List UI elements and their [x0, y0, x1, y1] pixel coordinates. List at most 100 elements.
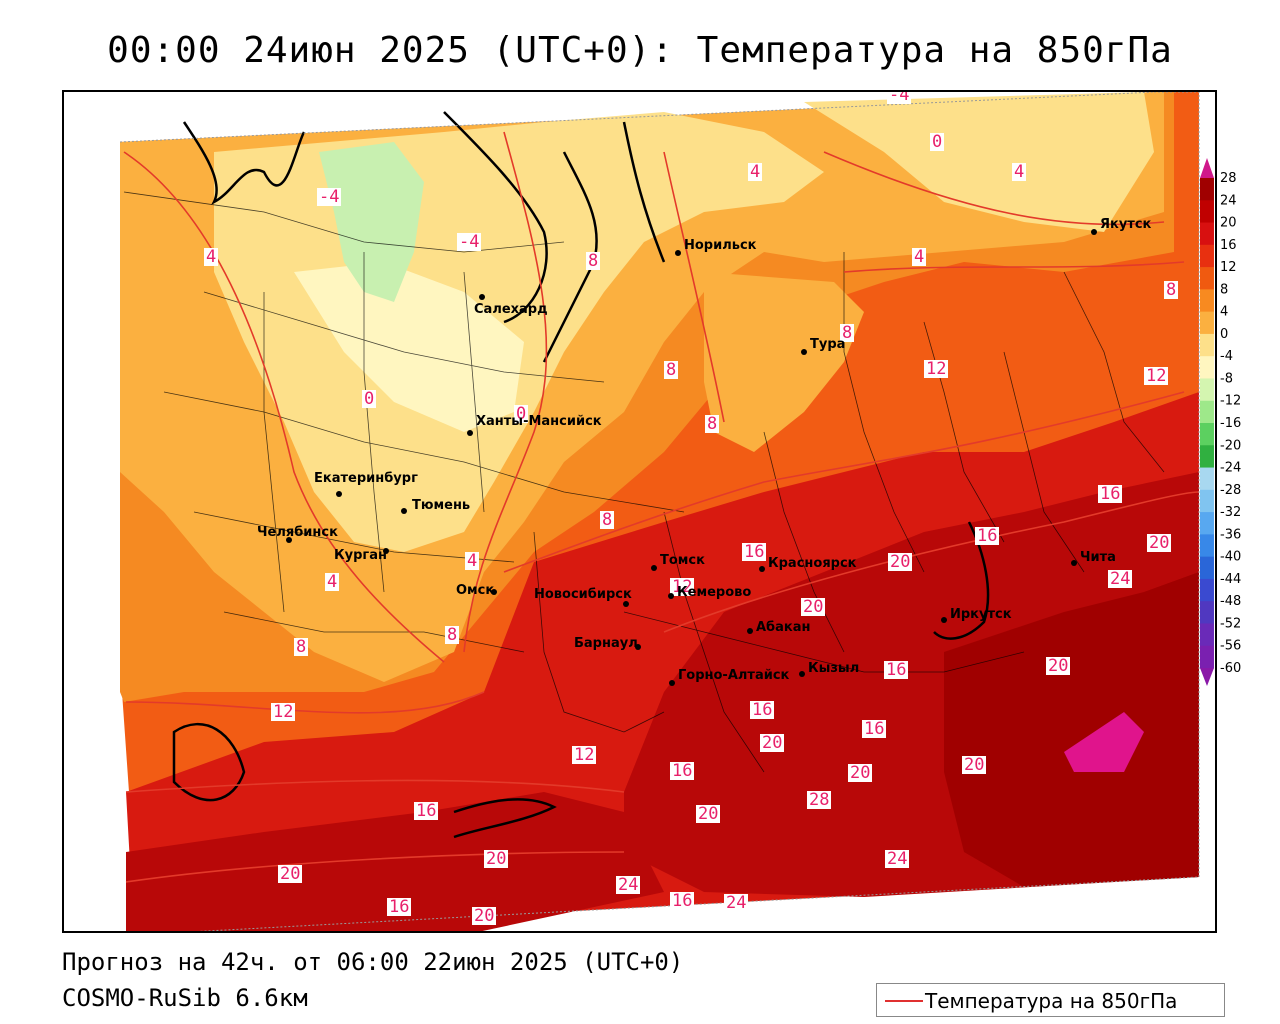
isotherms — [123, 131, 1200, 883]
legend-label: Температура на 850гПа — [925, 989, 1178, 1013]
isotherm-label: 4 — [750, 162, 760, 182]
colorbar-tick-label: 16 — [1220, 238, 1237, 253]
city-marker-icon[interactable] — [675, 250, 681, 256]
city-marker-icon[interactable] — [467, 430, 473, 436]
isotherm-label: 0 — [516, 404, 526, 424]
isotherm-label-bg — [600, 511, 614, 529]
isotherm-label: 12 — [273, 702, 293, 722]
city-marker-icon[interactable] — [651, 565, 657, 571]
isotherm-label-bg — [387, 898, 411, 916]
isotherm-label-bg — [670, 762, 694, 780]
city-marker-icon[interactable] — [491, 589, 497, 595]
colorbar-tick-label: 0 — [1220, 327, 1228, 342]
isotherm-label-bg — [848, 764, 872, 782]
city-marker-icon[interactable] — [801, 349, 807, 355]
city-marker-icon[interactable] — [747, 628, 753, 634]
isotherm-label: 20 — [1048, 656, 1068, 676]
isotherm-label: 20 — [803, 597, 823, 617]
isotherm-label: -4 — [319, 187, 339, 207]
isotherm-label-bg — [801, 598, 825, 616]
isotherm-label-bg — [885, 850, 909, 868]
city-marker-icon[interactable] — [669, 680, 675, 686]
isotherm-label: 16 — [672, 761, 692, 781]
isotherm-label: 4 — [914, 247, 924, 267]
city-marker-icon[interactable] — [401, 508, 407, 514]
hot-spot-28 — [1064, 712, 1144, 772]
isotherm-label-bg — [1164, 281, 1178, 299]
isotherm-label: 8 — [666, 360, 676, 380]
colorbar-swatch — [1200, 445, 1214, 469]
city-marker-icon[interactable] — [623, 601, 629, 607]
colorbar-swatch — [1200, 244, 1214, 268]
colorbar-tick-label: -8 — [1220, 371, 1233, 386]
isotherm-label-bg — [962, 756, 986, 774]
city-markers: Норильск Якутск Салехард Тура Ханты-Мансийск… — [257, 217, 1152, 686]
city-label: Екатеринбург — [314, 471, 418, 486]
colorbar-tick-label: -44 — [1220, 572, 1241, 587]
colorbar-swatch — [1200, 645, 1214, 669]
city-marker-icon[interactable] — [759, 566, 765, 572]
isotherm-label-bg — [294, 638, 308, 656]
coastlines — [172, 111, 990, 839]
temperature-map[interactable]: -4 -4 -4 0 0 0 4 4 4 4 4 4 8 8 8 8 8 8 8 8 12 12 12 12 12 16 16 16 1… — [62, 90, 1217, 933]
colorbar-swatch — [1200, 356, 1214, 379]
city-label: Курган — [334, 548, 387, 563]
isotherm-label-bg — [465, 552, 479, 570]
city-marker-icon[interactable] — [383, 548, 389, 554]
city-label: Челябинск — [257, 525, 338, 540]
colorbar-tick-label: -4 — [1220, 349, 1233, 364]
colorbar-swatch — [1200, 512, 1214, 535]
isotherm-label-bg — [887, 92, 911, 104]
isotherm-label-bg — [572, 746, 596, 764]
colorbar-tick-label: 8 — [1220, 282, 1228, 297]
isotherm-label: 24 — [887, 849, 907, 869]
colorbar-tick-label: -20 — [1220, 438, 1241, 453]
isotherm-label-bg — [204, 248, 218, 266]
isotherm-label-bg — [586, 252, 600, 270]
isotherm-label-bg — [807, 791, 831, 809]
city-marker-icon[interactable] — [668, 593, 674, 599]
isotherm-label-bg — [1046, 657, 1070, 675]
city-marker-icon[interactable] — [336, 491, 342, 497]
colorbar-tick-label: -40 — [1220, 550, 1241, 565]
isotherm-label-bg — [445, 626, 459, 644]
isotherm-label: 16 — [744, 542, 764, 562]
domain-outline — [119, 92, 1200, 931]
city-marker-icon[interactable] — [941, 617, 947, 623]
isotherm-label: 8 — [447, 625, 457, 645]
isotherm-label-bg — [742, 543, 766, 561]
colorbar-tick-label: 12 — [1220, 260, 1237, 275]
city-label: Томск — [660, 553, 705, 568]
isotherm-label: 16 — [886, 660, 906, 680]
colorbar-swatch — [1200, 378, 1214, 402]
band-0-north-east — [804, 92, 1154, 232]
band-tura — [704, 272, 864, 452]
isotherm-label: -4 — [889, 92, 909, 105]
map-title: 00:00 24июн 2025 (UTC+0): Температура на… — [107, 30, 1173, 71]
colorbar-tick-label: 28 — [1220, 171, 1237, 186]
isotherm-label-bg — [912, 248, 926, 266]
isotherm-label: 12 — [926, 359, 946, 379]
isotherm-label: 28 — [809, 790, 829, 810]
isotherm-label-bg — [884, 661, 908, 679]
colorbar-swatch — [1200, 578, 1214, 602]
isotherm-label-bg — [748, 163, 762, 181]
region-borders — [123, 191, 1165, 773]
isotherm-label: 20 — [762, 733, 782, 753]
colorbar-tick-label: -56 — [1220, 639, 1241, 654]
city-marker-icon[interactable] — [479, 294, 485, 300]
isotherm-label: 16 — [672, 891, 692, 911]
isotherm-label-bg — [472, 907, 496, 925]
city-marker-icon[interactable] — [635, 644, 641, 650]
city-marker-icon[interactable] — [1091, 229, 1097, 235]
isotherm-label-bg — [457, 233, 481, 251]
city-marker-icon[interactable] — [799, 671, 805, 677]
colorbar-swatch — [1200, 601, 1214, 624]
city-label: Тюмень — [412, 498, 470, 513]
isotherm-label: 8 — [296, 637, 306, 657]
city-marker-icon[interactable] — [286, 537, 292, 543]
isotherm-label: 8 — [707, 414, 717, 434]
city-marker-icon[interactable] — [1071, 560, 1077, 566]
colorbar-tick-label: -16 — [1220, 416, 1241, 431]
colorbar-swatch — [1200, 289, 1214, 313]
